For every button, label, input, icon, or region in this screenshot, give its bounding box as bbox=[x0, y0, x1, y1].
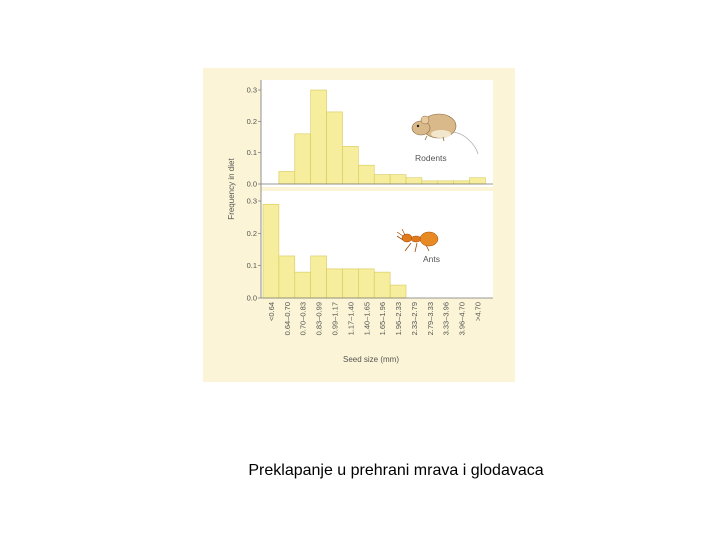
y-axis-title: Frequency in diet bbox=[227, 158, 236, 220]
x-tick-label: 1.17–1.40 bbox=[346, 302, 355, 335]
x-tick-label: 0.99–1.17 bbox=[331, 302, 340, 335]
bar-rodents-11 bbox=[437, 180, 454, 185]
bar-ants-2 bbox=[294, 271, 311, 299]
x-tick-label: 0.64–0.70 bbox=[283, 302, 292, 335]
x-tick-label: 3.96–4.70 bbox=[458, 302, 467, 335]
bar-rodents-9 bbox=[405, 177, 423, 185]
x-tick-label: 1.65–1.96 bbox=[378, 302, 387, 335]
bar-ants-3 bbox=[310, 255, 327, 299]
y-tick-label-ants: 0.0 bbox=[247, 294, 257, 303]
bar-ants-6 bbox=[358, 268, 375, 299]
bar-ants-7 bbox=[373, 271, 391, 299]
y-tick-label-rodents: 0.3 bbox=[247, 86, 257, 95]
x-tick-label: 1.40–1.65 bbox=[362, 302, 371, 335]
bar-ants-8 bbox=[389, 284, 407, 299]
slide-caption: Preklapanje u prehrani mrava i glodavaca bbox=[248, 462, 544, 479]
x-tick-label: >4.70 bbox=[474, 302, 483, 321]
x-axis-title: Seed size (mm) bbox=[343, 355, 399, 364]
bar-rodents-5 bbox=[342, 146, 359, 185]
bar-rodents-2 bbox=[294, 133, 311, 185]
ants-label: Ants bbox=[423, 254, 440, 264]
bar-rodents-3 bbox=[310, 89, 327, 185]
bar-ants-1 bbox=[278, 255, 296, 299]
x-tick-label: <0.64 bbox=[267, 302, 276, 321]
seed-size-histograms: 0.0 0.1 0.2 0.3 0.0 0.1 0.2 0.3 <0.64 0.64–0.70 0… bbox=[203, 68, 515, 382]
bar-ants-0 bbox=[262, 203, 280, 299]
bar-ants-5 bbox=[342, 268, 359, 299]
bar-ants-4 bbox=[326, 268, 343, 299]
y-tick-label-rodents: 0.2 bbox=[247, 117, 257, 126]
y-tick-label-ants: 0.1 bbox=[247, 261, 257, 270]
bar-rodents-4 bbox=[326, 111, 343, 185]
y-tick-label-ants: 0.2 bbox=[247, 229, 257, 238]
y-tick-label-rodents: 0.1 bbox=[247, 148, 257, 157]
y-tick-label-ants: 0.3 bbox=[247, 197, 257, 206]
bar-rodents-13 bbox=[469, 177, 486, 185]
x-tick-label: 2.79–3.33 bbox=[426, 302, 435, 335]
axes bbox=[260, 80, 493, 299]
bar-rodents-10 bbox=[421, 180, 439, 185]
x-tick-label: 0.70–0.83 bbox=[299, 302, 308, 335]
x-tick-label: 3.33–3.96 bbox=[442, 302, 451, 335]
rodents-label: Rodents bbox=[415, 153, 447, 163]
x-tick-label: 2.33–2.79 bbox=[410, 302, 419, 335]
bar-rodents-12 bbox=[453, 180, 470, 185]
bar-rodents-6 bbox=[358, 164, 375, 185]
x-tick-label: 0.83–0.99 bbox=[315, 302, 324, 335]
ant-icon bbox=[396, 228, 439, 253]
bar-rodents-1 bbox=[278, 171, 296, 185]
y-tick-label-rodents: 0.0 bbox=[247, 180, 257, 189]
figure-scan: 0.0 0.1 0.2 0.3 0.0 0.1 0.2 0.3 <0.64 0.64–0.70 0… bbox=[203, 68, 515, 382]
x-tick-label: 1.96–2.33 bbox=[394, 302, 403, 335]
bar-rodents-7 bbox=[373, 174, 391, 185]
rodent-icon bbox=[411, 113, 479, 155]
bar-rodents-8 bbox=[389, 174, 407, 185]
